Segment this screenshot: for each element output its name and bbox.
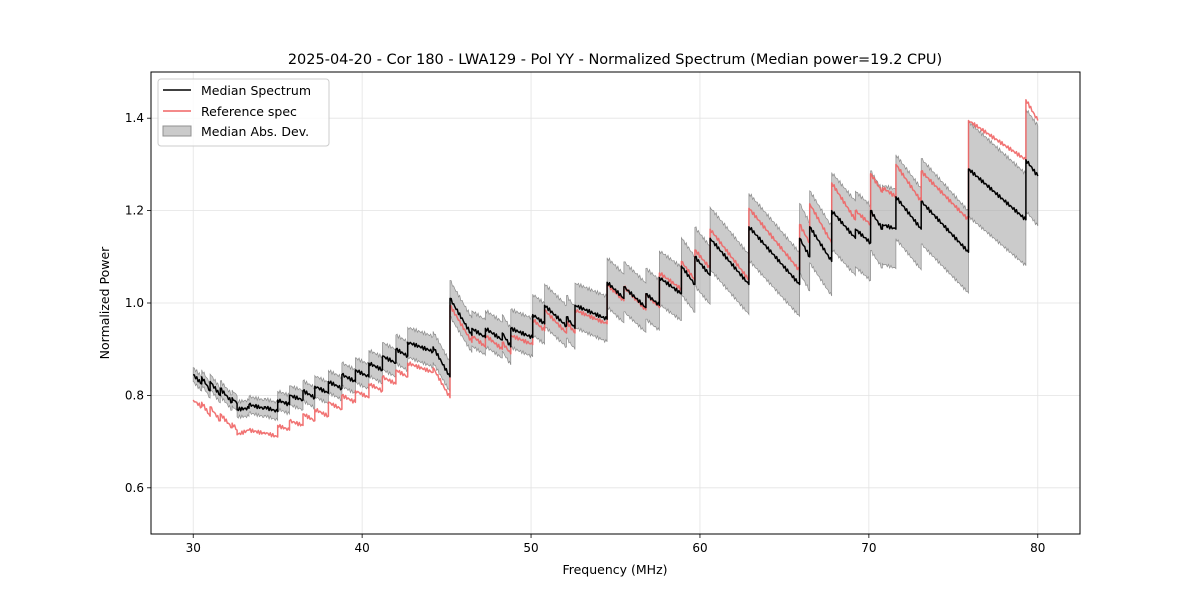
chart-title: 2025-04-20 - Cor 180 - LWA129 - Pol YY -…	[288, 52, 942, 68]
y-tick-label: 1.0	[125, 296, 144, 310]
legend: Median Spectrum Reference spec Median Ab…	[157, 78, 330, 147]
reference-spectrum-line	[192, 98, 1039, 438]
legend-label-reference: Reference spec	[201, 104, 297, 119]
legend-swatch-mad	[162, 125, 192, 137]
median-spectrum-line	[192, 159, 1039, 413]
x-tick-label: 30	[186, 541, 201, 555]
x-tick-label: 60	[692, 541, 707, 555]
legend-label-median: Median Spectrum	[201, 83, 311, 98]
y-axis-label: Normalized Power	[97, 246, 112, 360]
legend-frame	[157, 78, 330, 147]
x-axis-ticks: 30 40 50 60 70 80	[186, 534, 1045, 555]
x-tick-label: 80	[1030, 541, 1045, 555]
y-axis-ticks: 0.6 0.8 1.0 1.2 1.4	[125, 111, 151, 495]
legend-label-mad: Median Abs. Dev.	[201, 124, 309, 139]
x-tick-label: 70	[861, 541, 876, 555]
y-tick-label: 1.2	[125, 204, 144, 218]
mad-band	[192, 108, 1039, 422]
x-axis-label: Frequency (MHz)	[562, 562, 667, 577]
y-tick-label: 0.8	[125, 388, 144, 402]
series-lines	[192, 98, 1039, 438]
y-tick-label: 1.4	[125, 111, 144, 125]
x-tick-label: 50	[523, 541, 538, 555]
mad-band-area	[192, 108, 1039, 422]
x-tick-label: 40	[354, 541, 369, 555]
y-tick-label: 0.6	[125, 481, 144, 495]
